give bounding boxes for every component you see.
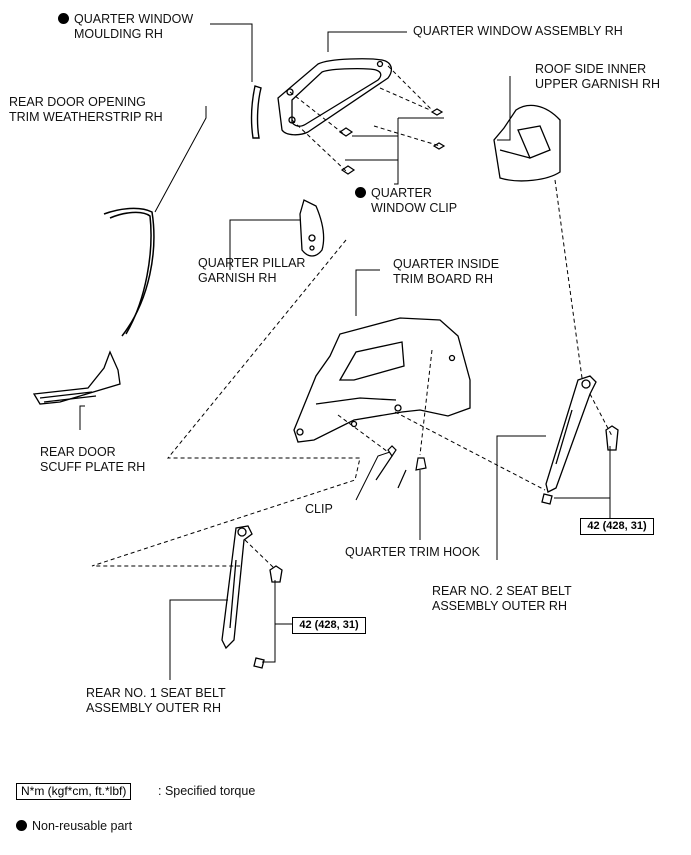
label-rear-no1-seat-belt: REAR NO. 1 SEAT BELT ASSEMBLY OUTER RH: [86, 686, 226, 716]
label-quarter-inside-trim-board: QUARTER INSIDE TRIM BOARD RH: [393, 257, 499, 287]
quarter-window-assembly-shape: [278, 59, 391, 135]
no2-seat-belt-shape: [542, 376, 618, 504]
legend-non-reusable: Non-reusable part: [16, 819, 132, 834]
quarter-trim-board-shape: [294, 318, 470, 442]
label-quarter-pillar-garnish: QUARTER PILLAR GARNISH RH: [198, 256, 305, 286]
label-clip: CLIP: [305, 502, 333, 517]
non-reusable-dot-icon: [355, 187, 366, 198]
scuff-plate-shape: [34, 352, 120, 404]
label-roof-side-inner-upper-garnish: ROOF SIDE INNER UPPER GARNISH RH: [535, 62, 660, 92]
quarter-pillar-garnish-shape: [300, 200, 324, 256]
dashed-guides: [92, 66, 612, 568]
label-quarter-window-moulding: QUARTER WINDOW MOULDING RH: [58, 12, 193, 42]
roof-side-garnish-shape: [494, 105, 560, 180]
legend-torque-text: : Specified torque: [158, 784, 255, 799]
non-reusable-dot-icon: [58, 13, 69, 24]
quarter-window-moulding-shape: [252, 86, 261, 138]
clip-and-hook-shapes: [376, 446, 426, 488]
label-rear-door-scuff-plate: REAR DOOR SCUFF PLATE RH: [40, 445, 145, 475]
quarter-window-clip-shapes: [340, 109, 444, 174]
label-rear-door-opening-trim-weatherstrip: REAR DOOR OPENING TRIM WEATHERSTRIP RH: [9, 95, 163, 125]
non-reusable-dot-icon: [16, 820, 27, 831]
legend-torque-unit-box: N*m (kgf*cm, ft.*lbf): [16, 783, 131, 800]
label-quarter-window-clip: QUARTER WINDOW CLIP: [355, 186, 457, 216]
torque-box-no1-belt: 42 (428, 31): [292, 617, 366, 634]
label-quarter-trim-hook: QUARTER TRIM HOOK: [345, 545, 480, 560]
label-rear-no2-seat-belt: REAR NO. 2 SEAT BELT ASSEMBLY OUTER RH: [432, 584, 572, 614]
label-quarter-window-assembly: QUARTER WINDOW ASSEMBLY RH: [413, 24, 623, 39]
torque-box-no2-belt: 42 (428, 31): [580, 518, 654, 535]
weatherstrip-shape: [104, 208, 154, 336]
